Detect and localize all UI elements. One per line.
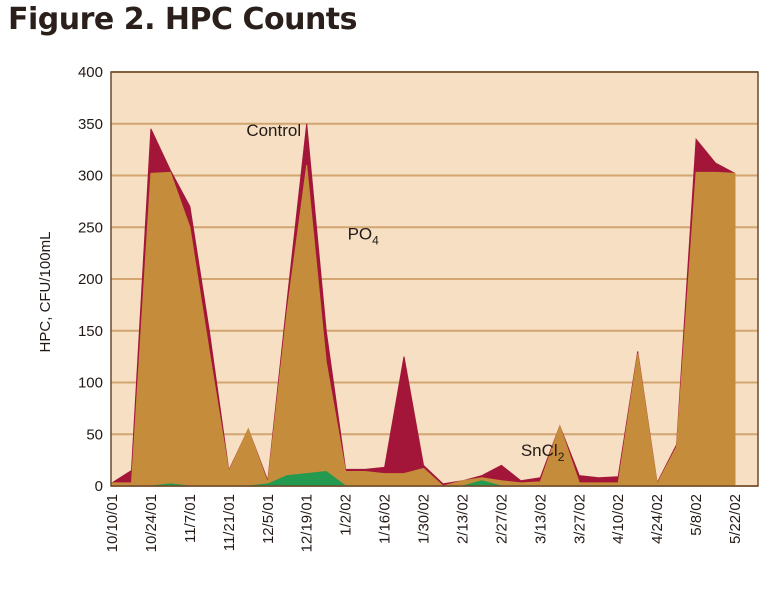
- annotation-label: Control: [246, 121, 301, 140]
- y-axis-label: HPC, CFU/100mL: [37, 232, 54, 353]
- x-tick-label: 5/8/02: [688, 494, 705, 536]
- annotation-label: PO4: [348, 225, 380, 248]
- y-tick-label: 400: [78, 64, 103, 81]
- y-tick-label: 200: [78, 271, 103, 288]
- x-tick-label: 12/19/01: [299, 494, 316, 552]
- x-tick-label: 2/13/02: [454, 494, 471, 544]
- y-tick-label: 100: [78, 375, 103, 392]
- x-tick-label: 11/7/01: [182, 494, 199, 543]
- x-tick-label: 1/2/02: [338, 494, 355, 536]
- x-tick-label: 1/16/02: [377, 494, 394, 544]
- series-area-po4: [111, 165, 736, 487]
- x-tick-label: 4/24/02: [649, 494, 666, 544]
- x-tick-label: 10/10/01: [104, 494, 121, 552]
- x-tick-label: 3/13/02: [532, 494, 549, 544]
- x-tick-label: 5/22/02: [727, 494, 744, 544]
- y-tick-label: 350: [78, 116, 103, 133]
- gridlines: [111, 71, 758, 487]
- figure-title: Figure 2. HPC Counts: [8, 2, 358, 37]
- x-tick-label: 10/24/01: [143, 494, 160, 552]
- x-tick-label: 1/30/02: [416, 494, 433, 544]
- y-tick-label: 250: [78, 219, 103, 236]
- x-tick-labels: 10/10/01 10/24/01 11/7/01 11/21/01 12/5/01 12…: [104, 494, 744, 552]
- plot-border: [110, 71, 759, 487]
- x-tick-label: 2/27/02: [493, 494, 510, 544]
- x-tick-label: 11/21/01: [221, 494, 238, 551]
- x-tick-label: 3/27/02: [571, 494, 588, 544]
- series-annotations: Control PO4 SnCl2: [246, 121, 564, 464]
- x-tick-label: 4/10/02: [610, 494, 627, 544]
- y-tick-label: 150: [78, 323, 103, 340]
- annotation-label: SnCl2: [521, 441, 565, 464]
- y-tick-label: 300: [78, 168, 103, 185]
- x-tick-label: 12/5/01: [260, 494, 277, 544]
- y-tick-label: 0: [95, 478, 103, 495]
- y-tick-labels: 0 50 100 150 200 250 300 350 400: [78, 64, 103, 495]
- y-tick-label: 50: [86, 426, 103, 443]
